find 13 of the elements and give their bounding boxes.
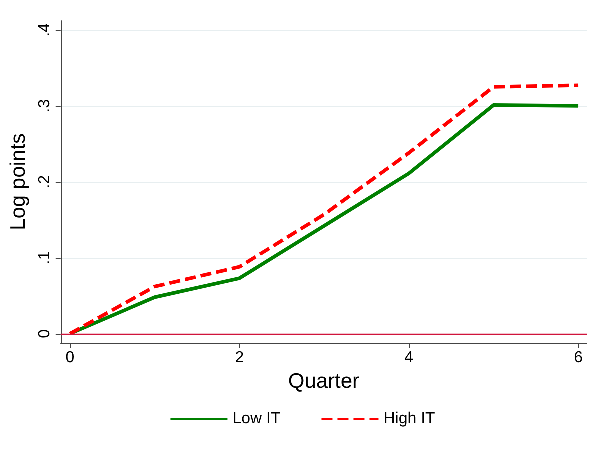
x-tick-label: 2 — [235, 350, 244, 366]
y-tick-label: .4 — [36, 23, 54, 37]
y-tick-label: 0 — [36, 329, 54, 338]
y-axis-title: Log points — [7, 134, 30, 230]
y-tick-label: .3 — [36, 99, 54, 113]
x-axis-title: Quarter — [288, 370, 360, 393]
x-tick-label: 4 — [404, 350, 414, 366]
y-tick-label: .2 — [36, 175, 54, 189]
legend-label: High IT — [384, 410, 436, 428]
y-tick-label: .1 — [36, 251, 54, 265]
legend-label: Low IT — [232, 410, 281, 428]
x-tick-label: 0 — [66, 350, 75, 366]
x-tick-label: 6 — [574, 350, 584, 366]
